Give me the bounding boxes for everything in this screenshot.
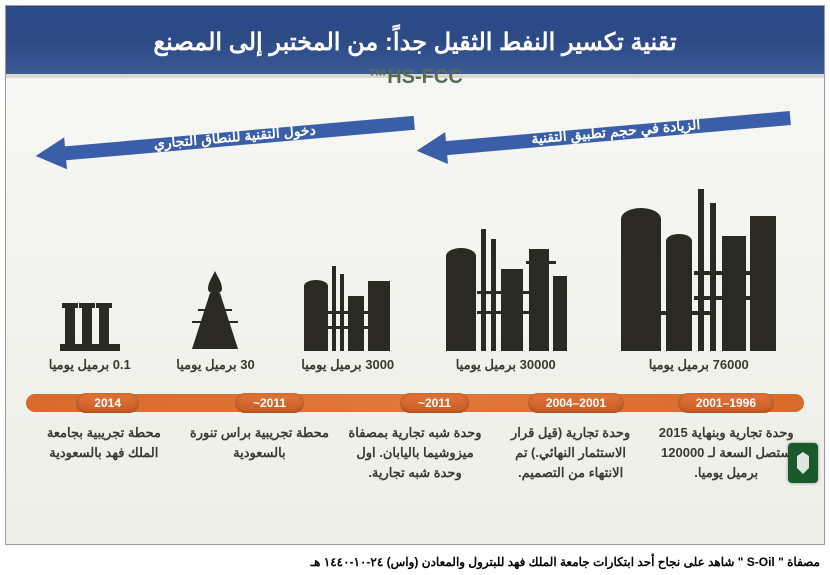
arrow-right-label: الزيادة في حجم تطبيق التقنية [531, 116, 701, 148]
capacity-2: 3000 برميل يوميا [301, 357, 394, 373]
desc-1: محطة تجريبية براس تنورة بالسعودية [187, 423, 332, 483]
capacity-4: 76000 برميل يوميا [649, 357, 749, 373]
stage-pilot: 30 برميل يوميا [176, 271, 254, 373]
subtitle: HS-FCC™ [6, 66, 824, 89]
image-caption: مصفاة " S-Oil " شاهد على نجاح أحد ابتكار… [311, 555, 820, 569]
stage-lab: 0.1 برميل يوميا [49, 296, 131, 373]
year-2: 2011~ [400, 393, 469, 413]
descriptions-row: محطة تجريبية بجامعة الملك فهد بالسعودية … [26, 423, 804, 483]
year-4: 2014 [76, 393, 139, 413]
desc-2: وحدة شبه تجارية بمصفاة ميزوشيما باليابان… [343, 423, 488, 483]
year-3: 2011~ [235, 393, 304, 413]
desc-3: وحدة تجارية (قيل قرار الاستثمار النهائي.… [498, 423, 643, 483]
lab-tubes-icon [60, 296, 120, 351]
refinery-large-icon [616, 181, 781, 351]
desc-4: وحدة تجارية وبنهاية 2015 ستصل السعة لـ 1… [654, 423, 799, 483]
desc-0: محطة تجريبية بجامعة الملك فهد بالسعودية [31, 423, 176, 483]
progress-arrows: دخول التقنية للنطاق التجاري الزيادة في ح… [36, 103, 791, 183]
timeline: 1996–2001 2001–2004 2011~ 2011~ 2014 [26, 388, 804, 418]
capacity-0: 0.1 برميل يوميا [49, 357, 131, 373]
refinery-small-icon [300, 256, 395, 351]
capacity-3: 30000 برميل يوميا [456, 357, 556, 373]
page-title: تقنية تكسير النفط الثقيل جداً: من المختب… [153, 28, 676, 57]
stages-row: 0.1 برميل يوميا 30 برميل يوميا [26, 178, 804, 373]
stage-semi: 3000 برميل يوميا [300, 256, 395, 373]
year-1: 2001–2004 [528, 393, 624, 413]
stage-commercial-b: 76000 برميل يوميا [616, 181, 781, 373]
year-0: 1996–2001 [678, 393, 774, 413]
refinery-med-icon [441, 221, 571, 351]
arrow-left-label: دخول التقنية للنطاق التجاري [153, 121, 316, 152]
content-area: دخول التقنية للنطاق التجاري الزيادة في ح… [6, 78, 824, 538]
kfupm-logo-icon [788, 443, 818, 483]
pilot-flame-icon [188, 271, 243, 351]
stage-commercial-a: 30000 برميل يوميا [441, 221, 571, 373]
capacity-1: 30 برميل يوميا [176, 357, 254, 373]
